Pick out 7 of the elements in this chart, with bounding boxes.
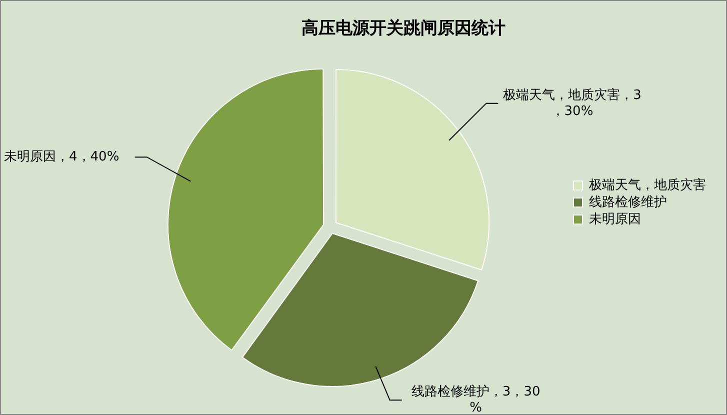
data-label: 未明原因，4，40%	[4, 149, 120, 164]
data-label: 极端天气，地质灾害，3，30%	[502, 86, 642, 119]
legend-label: 极端天气，地质灾害	[588, 176, 706, 193]
chart-title: 高压电源开关跳闸原因统计	[302, 18, 506, 39]
legend-label: 未明原因	[589, 212, 641, 227]
data-label: 线路检修维护，3，30%	[411, 384, 540, 415]
legend-label: 线路检修维护	[589, 194, 667, 210]
